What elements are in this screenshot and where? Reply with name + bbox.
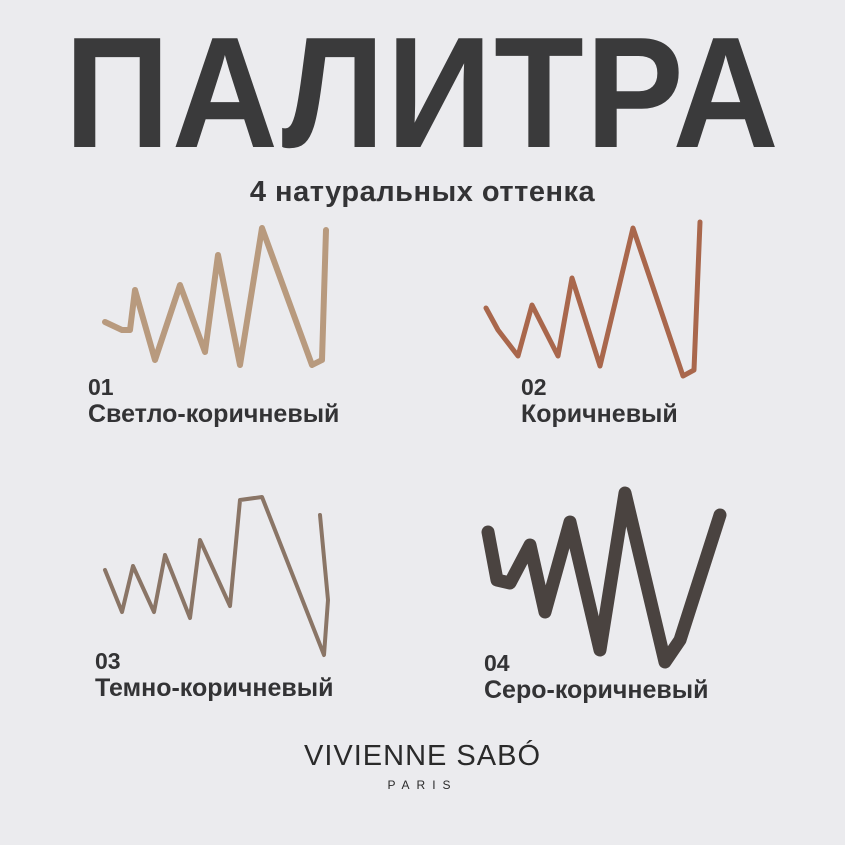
swatch-stroke-04 xyxy=(481,486,727,669)
swatch-stroke-02 xyxy=(483,219,703,379)
shade-name-01: Светло-коричневый xyxy=(88,400,340,428)
shade-number-01: 01 xyxy=(88,374,114,400)
swatch-stroke-03 xyxy=(103,495,330,657)
page-title: ПАЛИТРА xyxy=(64,5,781,181)
brand-logo: VIVIENNE SABÓ xyxy=(303,740,541,772)
shade-name-03: Темно-коричневый xyxy=(95,674,334,702)
subtitle: 4 натуральных оттенка xyxy=(249,176,596,208)
swatch-stroke-01 xyxy=(102,225,329,368)
shade-name-04: Серо-коричневый xyxy=(484,676,709,704)
shade-number-04: 04 xyxy=(484,650,510,676)
shade-number-03: 03 xyxy=(95,648,121,674)
shade-name-02: Коричневый xyxy=(521,400,678,428)
shade-number-02: 02 xyxy=(521,374,547,400)
brand-tagline: PARIS xyxy=(387,778,458,792)
